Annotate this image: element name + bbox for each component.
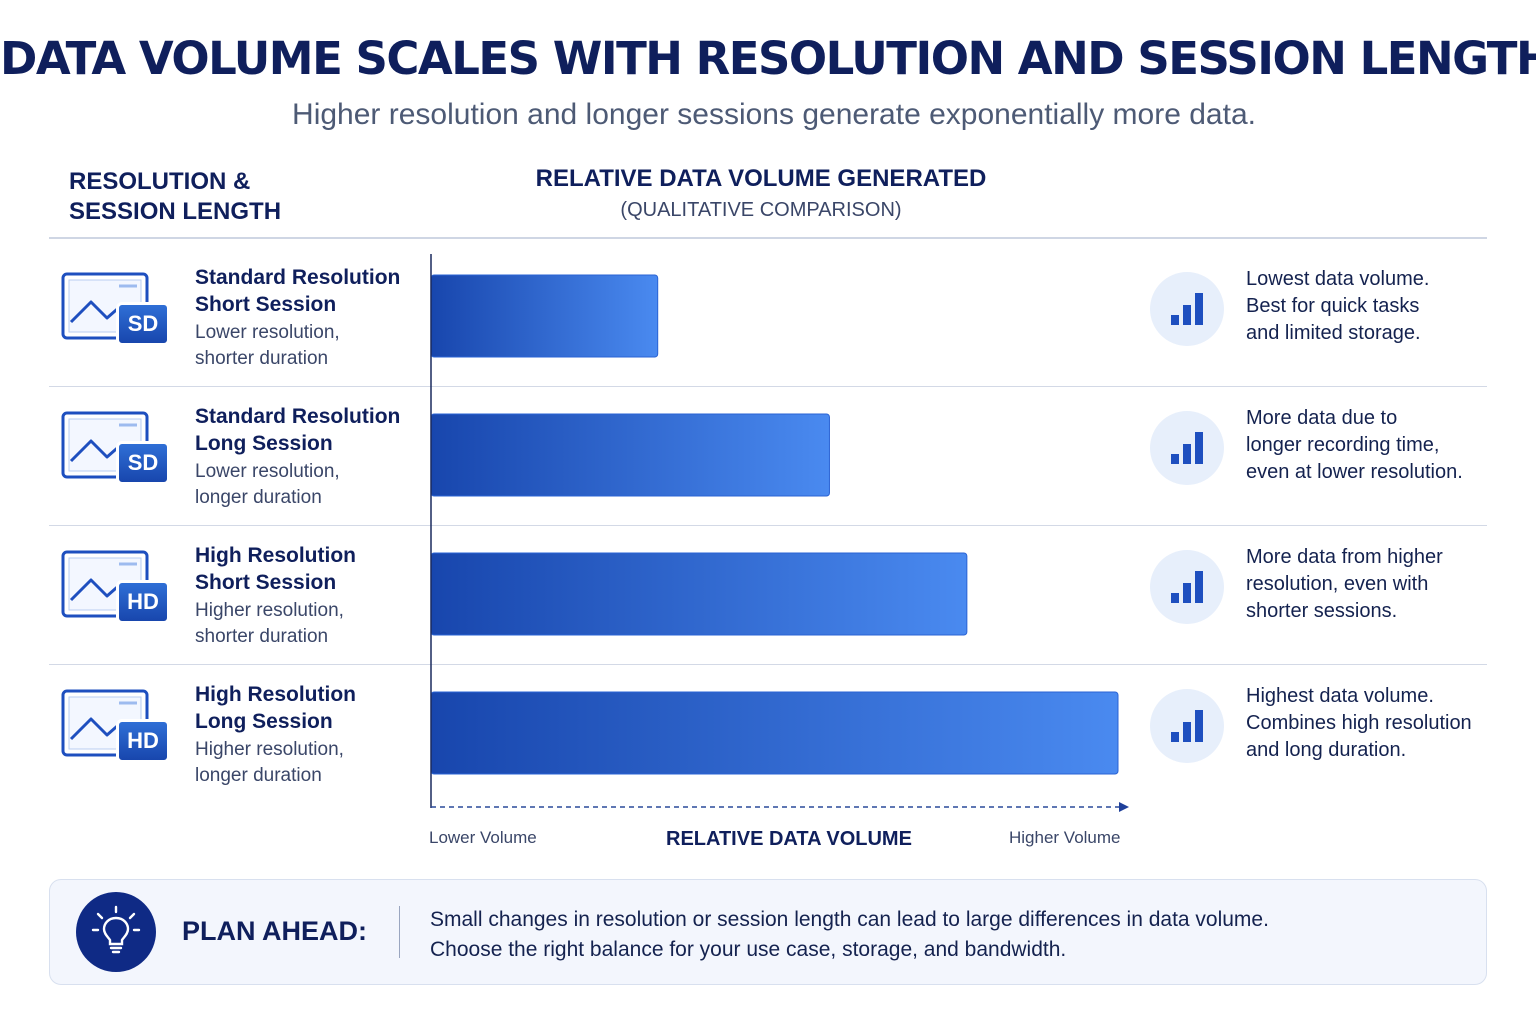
resolution-badge: SD [116, 302, 170, 346]
lightbulb-icon [76, 892, 156, 972]
bar-chart-icon [1150, 272, 1224, 346]
bar-1 [430, 274, 659, 358]
x-axis-max-label: Higher Volume [1009, 828, 1121, 847]
row-description: Higher resolution, shorter duration [195, 600, 344, 647]
bar-chart-icon [1150, 411, 1224, 485]
plan-divider [399, 906, 400, 958]
row-description: Lower resolution, shorter duration [195, 322, 340, 369]
row-note: Lowest data volume. Best for quick tasks… [1246, 268, 1430, 344]
row-title: Standard Resolution Short Session [195, 266, 401, 316]
chart-row: HD High Resolution Long Session Higher res… [49, 665, 1487, 803]
column-header-volume-title: RELATIVE DATA VOLUME GENERATED [535, 165, 987, 192]
x-axis-title: RELATIVE DATA VOLUME [666, 828, 912, 850]
column-header-volume-subtitle: (QUALITATIVE COMPARISON) [620, 199, 902, 221]
x-axis-min-label: Lower Volume [429, 828, 537, 847]
row-note: More data due to longer recording time, … [1246, 407, 1463, 483]
chart-row: SD Standard Resolution Short Session Lower… [49, 248, 1487, 386]
bar-2 [430, 413, 830, 497]
row-description: Higher resolution, longer duration [195, 739, 344, 786]
column-header-volume: RELATIVE DATA VOLUME GENERATED (QUALITAT… [500, 165, 1022, 222]
bar-3 [430, 552, 968, 636]
chart-subtitle: Higher resolution and longer sessions ge… [292, 98, 1256, 131]
column-header-resolution: RESOLUTION & SESSION LENGTH [69, 168, 282, 225]
bar-4 [430, 691, 1119, 775]
x-axis-arrow [1119, 802, 1129, 812]
plan-ahead-label: PLAN AHEAD: [182, 916, 367, 946]
row-divider [49, 386, 1487, 387]
chart-row: SD Standard Resolution Long Session Lower … [49, 387, 1487, 525]
row-divider [49, 664, 1487, 665]
row-divider [49, 525, 1487, 526]
row-note: More data from higher resolution, even w… [1246, 546, 1443, 622]
row-title: High Resolution Short Session [195, 544, 356, 594]
row-title: High Resolution Long Session [195, 683, 356, 733]
row-description: Lower resolution, longer duration [195, 461, 340, 508]
row-note: Highest data volume. Combines high resol… [1246, 685, 1472, 761]
header-divider [49, 237, 1487, 239]
bar-chart-icon [1150, 689, 1224, 763]
resolution-badge: SD [116, 441, 170, 485]
row-title: Standard Resolution Long Session [195, 405, 401, 455]
chart-row: HD High Resolution Short Session Higher re… [49, 526, 1487, 664]
resolution-badge: HD [116, 580, 170, 624]
plan-ahead-text: Small changes in resolution or session l… [430, 908, 1269, 961]
chart-title: DATA VOLUME SCALES WITH RESOLUTION AND S… [0, 32, 1536, 85]
plan-ahead-callout: PLAN AHEAD: Small changes in resolution … [49, 879, 1487, 985]
bar-chart-icon [1150, 550, 1224, 624]
resolution-badge: HD [116, 719, 170, 763]
